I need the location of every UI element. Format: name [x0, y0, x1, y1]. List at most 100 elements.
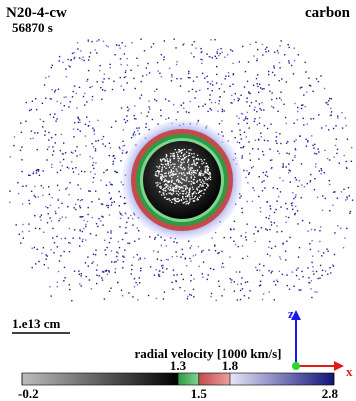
particle [13, 144, 15, 147]
particle [13, 136, 16, 138]
particle [245, 231, 247, 234]
particle [138, 230, 140, 232]
particle [298, 180, 300, 182]
particle [35, 170, 38, 172]
particle [34, 196, 37, 198]
particle [61, 109, 63, 112]
particle [259, 211, 262, 213]
particle [137, 259, 140, 261]
particle [91, 85, 93, 88]
particle [167, 117, 170, 119]
particle [127, 217, 130, 219]
particle [106, 273, 109, 275]
particle [25, 101, 27, 104]
particle [158, 275, 160, 277]
particle [261, 88, 263, 90]
particle [309, 243, 311, 245]
particle [336, 152, 338, 155]
particle [30, 108, 32, 111]
particle [303, 186, 305, 188]
particle [328, 183, 331, 186]
particle [159, 269, 161, 272]
particle [86, 78, 89, 81]
particle [136, 284, 139, 286]
particle [115, 44, 118, 46]
particle [308, 281, 310, 284]
particle [201, 72, 204, 75]
particle [92, 253, 95, 255]
scale-bar-label: 1.e13 cm [12, 316, 61, 331]
particle [285, 142, 288, 144]
core-particle [161, 179, 163, 181]
particle [217, 110, 219, 112]
particle [105, 269, 108, 271]
particle [294, 155, 296, 157]
particle [271, 71, 274, 74]
particle [249, 43, 251, 46]
particle [319, 264, 322, 267]
particle [133, 286, 136, 288]
particle [21, 146, 23, 148]
particle [289, 170, 291, 172]
particle [295, 149, 297, 151]
core-particle [168, 192, 170, 194]
core-particle [169, 175, 171, 177]
particle [104, 89, 106, 92]
core-particle [155, 182, 157, 184]
particle [31, 247, 33, 249]
particle [301, 104, 303, 106]
particle [277, 52, 279, 54]
core-particle [170, 169, 172, 171]
particle [293, 140, 296, 143]
particle [201, 59, 204, 61]
core-particle [178, 149, 180, 151]
particle [118, 146, 121, 149]
particle [71, 96, 74, 98]
core-particle [206, 165, 209, 167]
particle [337, 117, 339, 119]
particle [297, 110, 299, 113]
particle [253, 109, 256, 111]
particle [259, 269, 261, 272]
particle [72, 90, 74, 93]
particle [239, 289, 242, 292]
particle [271, 167, 273, 169]
particle [315, 153, 318, 155]
particle [195, 90, 197, 93]
particle [275, 140, 277, 142]
particle [124, 71, 127, 73]
particle [240, 94, 242, 96]
core-particle [171, 189, 173, 192]
particle [295, 205, 297, 208]
particle [296, 210, 299, 212]
core-particle [188, 202, 190, 204]
particle [79, 216, 81, 218]
core-particle [165, 172, 167, 174]
particle [252, 165, 254, 168]
particle [211, 57, 213, 59]
core-particle [191, 167, 193, 169]
particle [66, 166, 69, 168]
particle [96, 264, 99, 266]
particle [201, 250, 203, 252]
particle [117, 252, 119, 254]
particle [94, 49, 96, 51]
particle [116, 251, 118, 253]
particle [278, 152, 281, 155]
particle [83, 59, 85, 62]
particle [123, 53, 126, 55]
core-particle [194, 163, 196, 165]
particle [91, 201, 93, 203]
particle [239, 271, 241, 273]
core-particle [180, 177, 182, 179]
core-particle [174, 197, 176, 199]
particle [25, 185, 27, 187]
particle [206, 278, 208, 281]
particle [114, 157, 116, 160]
particle [259, 83, 261, 85]
particle [64, 237, 67, 240]
particle [312, 266, 314, 268]
particle [262, 293, 265, 295]
particle [98, 217, 100, 220]
particle [56, 246, 58, 248]
